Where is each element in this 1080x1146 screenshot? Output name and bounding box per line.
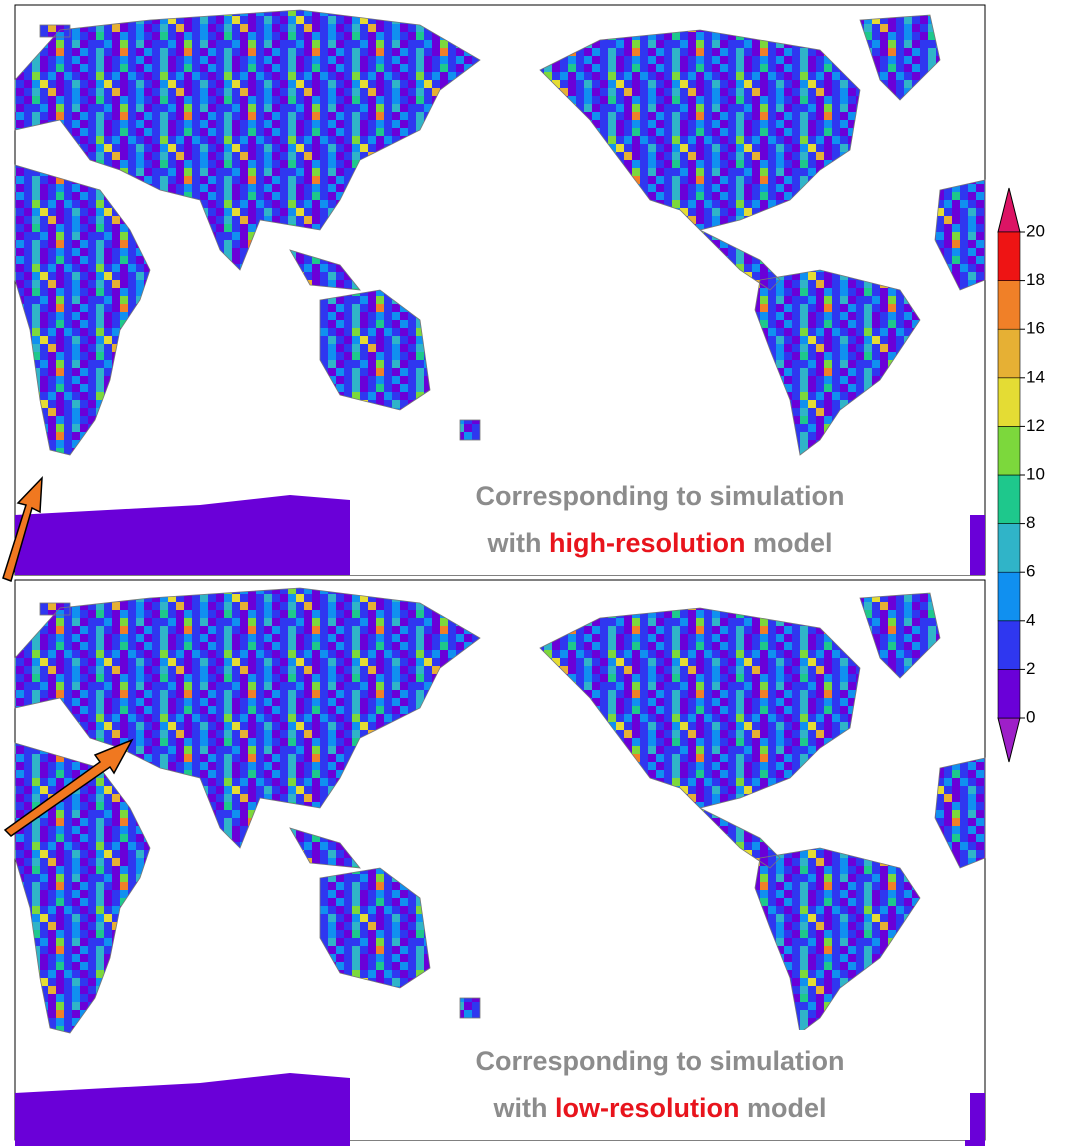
colorbar-segment [997,377,1021,427]
colorbar-segment [997,474,1021,524]
colorbar-over [997,187,1021,233]
caption-highlight: low-resolution [555,1093,740,1123]
colorbar-tick-label: 16 [1026,319,1045,338]
colorbar-tick-label: 6 [1026,562,1035,581]
caption-suffix: model [753,528,833,558]
colorbar-tick-label: 18 [1026,270,1045,289]
top-panel: Corresponding to simulation with high-re… [14,4,986,576]
colorbar-segment [997,328,1021,379]
colorbar-tick-label: 4 [1026,610,1035,629]
bottom-panel: Corresponding to simulation with low-res… [14,579,986,1146]
colorbar-segment [997,571,1021,622]
colorbar-tick-label: 2 [1026,659,1035,678]
colorbar-tick-label: 14 [1026,367,1045,386]
caption-line1: Corresponding to simulation [476,1046,845,1076]
colorbar-tick-label: 0 [1026,707,1035,726]
caption-line1: Corresponding to simulation [476,481,845,511]
colorbar-segment [997,231,1021,281]
caption-line2: with low-resolution model [492,1093,826,1123]
colorbar-segment [997,523,1021,573]
colorbar-under [997,717,1021,763]
colorbar: 0 2 4 6 8 10 12 14 16 18 20 [997,187,1045,763]
caption-prefix: with [492,1093,547,1123]
colorbar-tick-label: 12 [1026,416,1045,435]
caption-prefix: with [486,528,541,558]
colorbar-tick-label: 10 [1026,464,1045,483]
colorbar-segment [997,669,1021,719]
colorbar-segment [997,620,1021,670]
colorbar-tick-label: 8 [1026,513,1035,532]
caption-line2: with high-resolution model [486,528,832,558]
arrow [2,476,43,582]
caption-suffix: model [747,1093,827,1123]
caption-box [350,1030,970,1140]
colorbar-tick-label: 20 [1026,221,1045,240]
caption-box [350,465,970,575]
arrows [2,476,134,837]
colorbar-segment [997,426,1021,476]
arrow [3,738,134,837]
caption-highlight: high-resolution [549,528,745,558]
colorbar-segment [997,280,1021,330]
